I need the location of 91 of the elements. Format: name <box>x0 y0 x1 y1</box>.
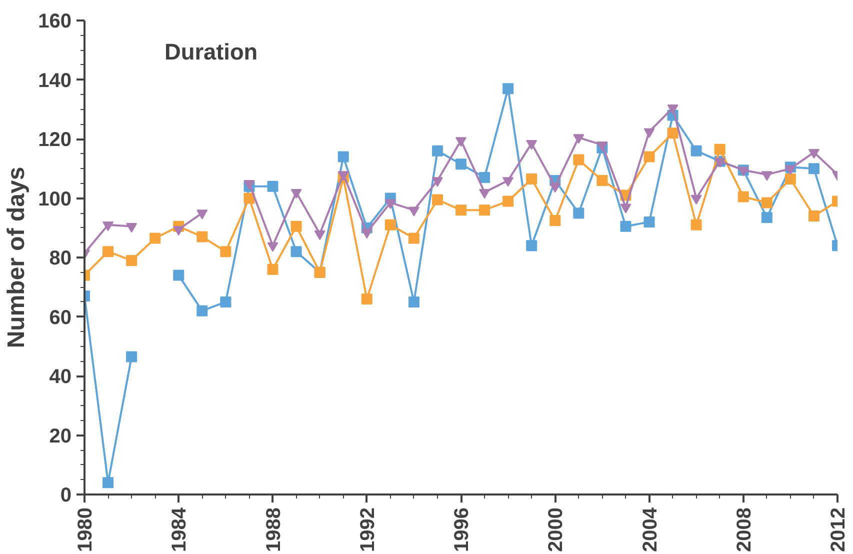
point <box>432 177 443 187</box>
point <box>667 104 678 114</box>
point <box>573 208 584 219</box>
point <box>196 305 208 316</box>
point <box>290 188 302 199</box>
point <box>126 351 138 362</box>
point <box>267 180 278 192</box>
point <box>690 194 702 205</box>
point <box>220 296 232 308</box>
point <box>738 191 749 202</box>
point <box>761 197 772 208</box>
point <box>314 230 326 240</box>
point <box>526 140 538 150</box>
point <box>408 206 420 216</box>
point <box>479 188 490 199</box>
point <box>714 144 726 155</box>
y-tick-label: 80 <box>49 248 72 270</box>
x-tick-label: 1988 <box>262 507 285 552</box>
point <box>550 183 561 193</box>
point <box>808 148 820 159</box>
point <box>290 220 302 232</box>
point <box>456 204 466 216</box>
point <box>667 128 678 139</box>
x-tick-label: 1980 <box>74 507 96 552</box>
x-tick-label: 1996 <box>451 507 473 552</box>
text: Duration <box>164 38 258 64</box>
point <box>361 228 372 239</box>
y-tick-label: 0 <box>60 484 72 506</box>
x-tick-label: 2000 <box>545 507 568 552</box>
point <box>808 210 820 222</box>
point <box>573 154 584 166</box>
point <box>456 158 466 170</box>
point <box>150 232 161 244</box>
point <box>761 212 772 224</box>
x-tick-label: 1992 <box>356 507 379 552</box>
x-tick-label: 1984 <box>168 506 191 552</box>
point <box>690 219 702 230</box>
point <box>290 246 302 258</box>
point <box>196 231 208 242</box>
point <box>173 226 184 236</box>
y-tick-label: 120 <box>38 129 72 151</box>
point <box>102 477 114 488</box>
point <box>267 264 278 275</box>
point <box>126 254 138 266</box>
y-tick-label: 160 <box>38 10 72 32</box>
x-tick-label: 2004 <box>639 506 662 552</box>
point <box>102 246 114 258</box>
point <box>479 204 490 216</box>
y-tick-label: 140 <box>38 70 72 92</box>
y-axis-title: Number of days <box>3 166 30 348</box>
point <box>126 223 138 233</box>
point <box>361 293 372 304</box>
point <box>644 151 655 162</box>
point <box>644 128 655 138</box>
point <box>808 163 820 174</box>
x-tick-label: 2008 <box>733 507 756 552</box>
point <box>573 134 584 144</box>
point <box>408 296 420 308</box>
point <box>502 196 514 207</box>
point <box>596 174 608 186</box>
point <box>479 172 490 184</box>
point <box>502 83 514 94</box>
point <box>267 242 278 252</box>
point <box>784 173 796 184</box>
point <box>526 240 538 252</box>
point <box>220 246 232 258</box>
point <box>620 204 632 214</box>
point <box>244 192 255 204</box>
point <box>432 145 443 156</box>
point <box>384 219 396 230</box>
point <box>196 210 208 220</box>
point <box>526 173 538 184</box>
point <box>620 220 632 232</box>
x-tick-label: 2012 <box>828 507 850 552</box>
point <box>761 171 772 181</box>
y-tick-label: 100 <box>38 188 72 210</box>
point <box>550 214 561 226</box>
point <box>384 199 396 209</box>
point <box>102 222 114 232</box>
point <box>690 145 702 156</box>
point <box>644 216 655 228</box>
point <box>408 232 420 244</box>
y-tick-label: 40 <box>49 366 72 388</box>
y-tick-label: 60 <box>49 306 72 329</box>
point <box>338 151 349 162</box>
point <box>502 177 514 187</box>
y-tick-label: 20 <box>49 425 72 448</box>
point <box>456 137 466 147</box>
point <box>784 165 796 175</box>
point <box>173 270 184 281</box>
point <box>432 194 443 206</box>
